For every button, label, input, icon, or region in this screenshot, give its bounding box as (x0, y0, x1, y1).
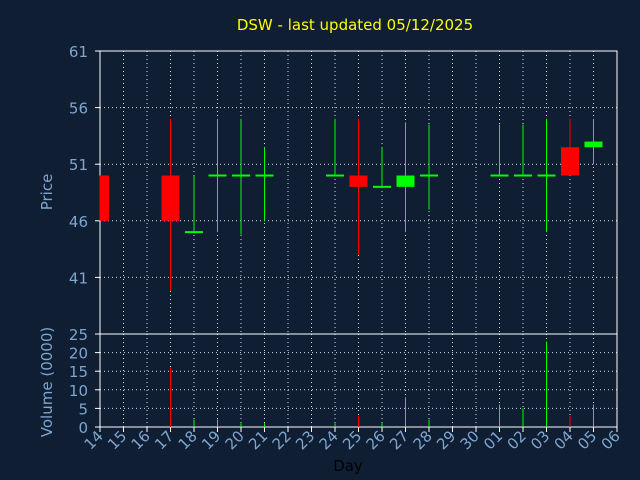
volume-tick-label: 0 (78, 419, 88, 437)
x-tick-label: 17 (151, 427, 177, 453)
candle-body (100, 175, 109, 221)
price-tick-label: 46 (69, 213, 88, 231)
price-panel: 61 56 51 46 41 Price (38, 43, 618, 335)
x-tick-label: 29 (433, 427, 459, 453)
candle-body (349, 175, 368, 187)
volume-grid (100, 334, 617, 427)
x-tick-label: 23 (292, 427, 318, 453)
x-tick-label: 26 (363, 427, 389, 453)
x-tick-label: 01 (480, 427, 506, 453)
x-tick-label: 24 (316, 427, 342, 453)
candle-body (161, 175, 180, 221)
volume-tick-label: 5 (78, 400, 88, 418)
candle-body (373, 185, 391, 188)
volume-axis-label: Volume (0000) (38, 327, 56, 437)
candle-body (326, 174, 344, 177)
x-tick-label: 06 (598, 427, 624, 453)
candle-body (185, 231, 203, 234)
candle-body (561, 147, 579, 176)
candle-body (208, 174, 227, 177)
x-tick-label: 25 (339, 427, 365, 453)
candle-body (584, 141, 603, 148)
candle-body (490, 174, 509, 177)
price-tick-label: 56 (69, 100, 88, 118)
volume-plot-area (99, 333, 618, 428)
x-axis: 1415161718192021222324252627282930010203… (81, 427, 624, 453)
price-y-axis: 61 56 51 46 41 (69, 43, 100, 287)
candle-body (255, 174, 274, 177)
candle-body (396, 175, 415, 187)
x-tick-label: 21 (245, 427, 271, 453)
candle-body (420, 174, 438, 177)
volume-tick-label: 10 (69, 382, 88, 400)
candle-body (537, 174, 556, 177)
price-axis-label: Price (38, 174, 56, 211)
x-tick-label: 04 (551, 427, 577, 453)
x-tick-label: 16 (128, 427, 154, 453)
volume-tick-label: 25 (69, 326, 88, 344)
x-tick-label: 18 (175, 427, 201, 453)
volume-tick-label: 15 (69, 363, 88, 381)
volume-tick-label: 20 (69, 345, 88, 363)
x-axis-label: Day (333, 457, 363, 475)
x-tick-label: 03 (527, 427, 553, 453)
x-tick-label: 22 (269, 427, 295, 453)
price-tick-label: 41 (69, 269, 88, 287)
price-tick-label: 61 (69, 43, 88, 61)
x-tick-label: 27 (386, 427, 412, 453)
chart-title: DSW - last updated 05/12/2025 (237, 16, 473, 34)
x-tick-label: 19 (198, 427, 224, 453)
candle-body (232, 174, 250, 177)
x-tick-label: 02 (504, 427, 530, 453)
volume-bars (170, 341, 594, 427)
x-tick-label: 30 (457, 427, 483, 453)
x-tick-label: 28 (410, 427, 436, 453)
price-tick-label: 51 (69, 156, 88, 174)
candle-body (514, 174, 532, 177)
x-tick-label: 05 (574, 427, 600, 453)
x-tick-label: 20 (222, 427, 248, 453)
candles (99, 118, 603, 291)
x-tick-label: 15 (104, 427, 130, 453)
